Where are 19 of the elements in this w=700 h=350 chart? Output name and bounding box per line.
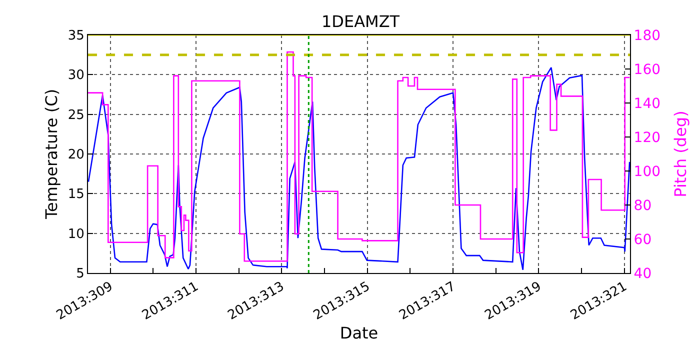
y-tick-label: 25 [68,108,84,123]
y2-tick-label: 140 [634,96,661,112]
y-tick-label: 5 [76,266,84,282]
y-axis-title: Temperature (C) [42,88,61,220]
y2-tick-label: 180 [634,28,661,44]
y-tick-label: 30 [68,68,84,84]
y2-tick-label: 80 [634,198,652,214]
y2-tick-label: 100 [634,164,661,180]
y-tick-label: 15 [68,187,84,202]
chart-title: 1DEAMZT [321,12,400,31]
y2-tick-label: 120 [634,130,661,146]
y2-tick-label: 60 [634,232,652,248]
y-tick-label: 20 [68,148,84,163]
y2-axis-title: Pitch (deg) [671,110,690,198]
y-tick-label: 10 [68,226,84,242]
x-axis-title: Date [340,323,378,342]
y2-tick-label: 40 [634,266,652,282]
y2-tick-label: 160 [634,62,661,78]
y-tick-label: 35 [68,28,84,44]
